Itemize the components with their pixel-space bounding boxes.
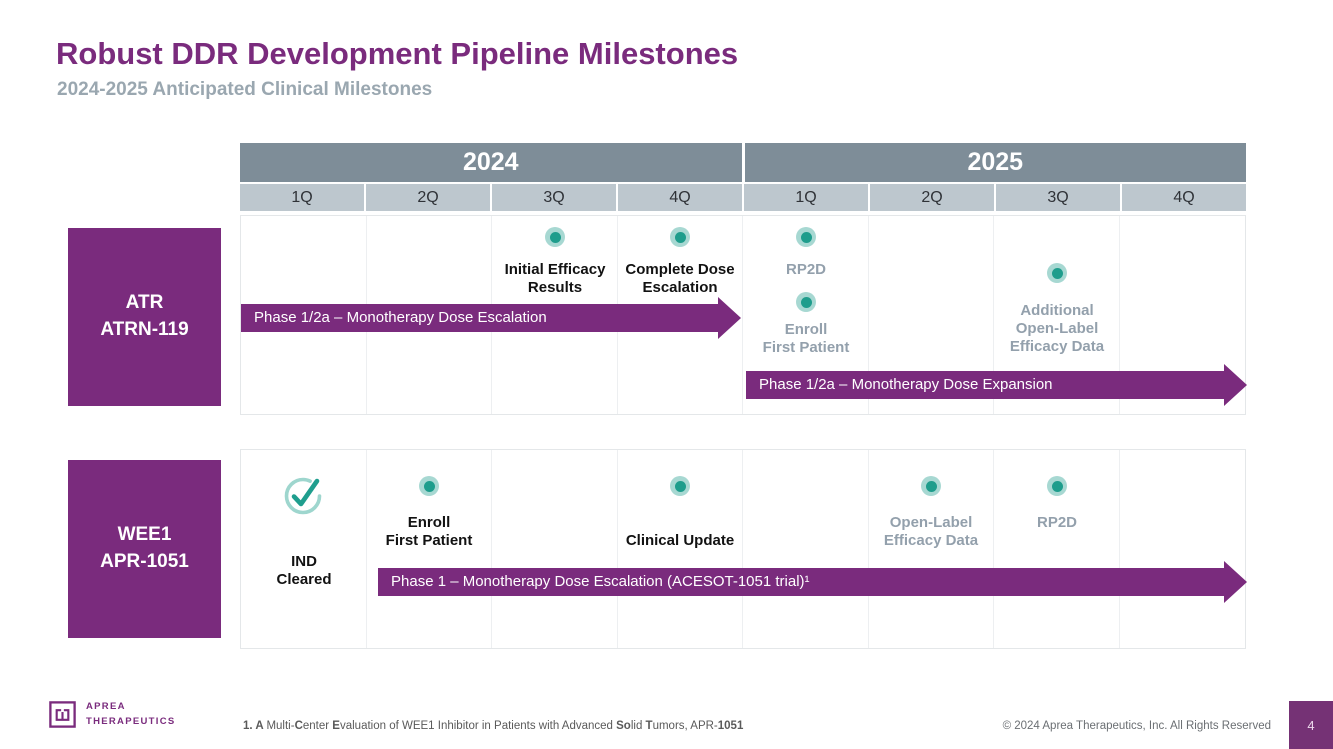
milestone-dot-icon bbox=[796, 292, 816, 312]
milestone-label: Complete Dose Escalation bbox=[625, 261, 735, 296]
ind-cleared-check-icon bbox=[284, 477, 322, 515]
milestone-dot-icon bbox=[419, 476, 439, 496]
milestone-label: Enroll First Patient bbox=[762, 321, 850, 356]
logo-line1: APREA bbox=[86, 701, 126, 713]
quarter-header: 2Q bbox=[366, 184, 490, 211]
company-logo-text: APREA THERAPEUTICS bbox=[86, 700, 176, 729]
program-box-atr: ATR ATRN-119 bbox=[68, 228, 221, 406]
aprea-logo-icon bbox=[49, 701, 76, 728]
timeline-row-wee1: IND Cleared Enroll First Patient Clinica… bbox=[240, 449, 1247, 649]
grid-columns bbox=[241, 450, 1245, 648]
milestone-dot-icon bbox=[921, 476, 941, 496]
program-box-wee1: WEE1 APR-1051 bbox=[68, 460, 221, 638]
quarter-header: 2Q bbox=[870, 184, 994, 211]
milestone-label: RP2D bbox=[785, 261, 826, 278]
year-header-2025: 2025 bbox=[744, 143, 1246, 182]
milestone-label: Enroll First Patient bbox=[385, 514, 473, 549]
milestone-label: Open-Label Efficacy Data bbox=[883, 514, 979, 549]
milestone-dot-icon bbox=[1047, 476, 1067, 496]
page-title: Robust DDR Development Pipeline Mileston… bbox=[56, 36, 739, 71]
footnote: 1. A Multi-Center Evaluation of WEE1 Inh… bbox=[243, 720, 744, 732]
quarter-header: 4Q bbox=[1122, 184, 1246, 211]
milestone-label: Initial Efficacy Results bbox=[504, 261, 606, 296]
page-number-badge: 4 bbox=[1289, 701, 1333, 749]
milestone-label: Clinical Update bbox=[625, 532, 735, 549]
milestone-dot-icon bbox=[670, 227, 690, 247]
phase-arrow-wee1-escalation: Phase 1 – Monotherapy Dose Escalation (A… bbox=[378, 561, 1247, 603]
quarter-header: 1Q bbox=[240, 184, 364, 211]
timeline-table: 2024 2025 1Q 2Q 3Q 4Q 1Q 2Q 3Q 4Q Initia… bbox=[240, 143, 1247, 649]
milestone-dot-icon bbox=[796, 227, 816, 247]
quarter-header: 3Q bbox=[492, 184, 616, 211]
copyright-text: © 2024 Aprea Therapeutics, Inc. All Righ… bbox=[1002, 720, 1271, 732]
phase-arrow-atr-escalation: Phase 1/2a – Monotherapy Dose Escalation bbox=[241, 297, 741, 339]
milestone-label: IND Cleared bbox=[276, 553, 332, 588]
year-header-2024: 2024 bbox=[240, 143, 742, 182]
year-header-row: 2024 2025 bbox=[240, 143, 1246, 182]
quarter-header: 4Q bbox=[618, 184, 742, 211]
milestone-dot-icon bbox=[545, 227, 565, 247]
company-logo: APREA THERAPEUTICS bbox=[47, 699, 176, 730]
quarter-header-row: 1Q 2Q 3Q 4Q 1Q 2Q 3Q 4Q bbox=[240, 184, 1246, 211]
quarter-header: 1Q bbox=[744, 184, 868, 211]
milestone-dot-icon bbox=[1047, 263, 1067, 283]
page-subtitle: 2024-2025 Anticipated Clinical Milestone… bbox=[57, 79, 433, 100]
quarter-header: 3Q bbox=[996, 184, 1120, 211]
phase-arrow-atr-expansion: Phase 1/2a – Monotherapy Dose Expansion bbox=[746, 364, 1247, 406]
milestone-dot-icon bbox=[670, 476, 690, 496]
milestone-label: Additional Open-Label Efficacy Data bbox=[1009, 302, 1105, 355]
timeline-row-atr: Initial Efficacy Results Complete Dose E… bbox=[240, 215, 1247, 415]
logo-line2: THERAPEUTICS bbox=[86, 715, 176, 727]
milestone-label: RP2D bbox=[1036, 514, 1077, 531]
